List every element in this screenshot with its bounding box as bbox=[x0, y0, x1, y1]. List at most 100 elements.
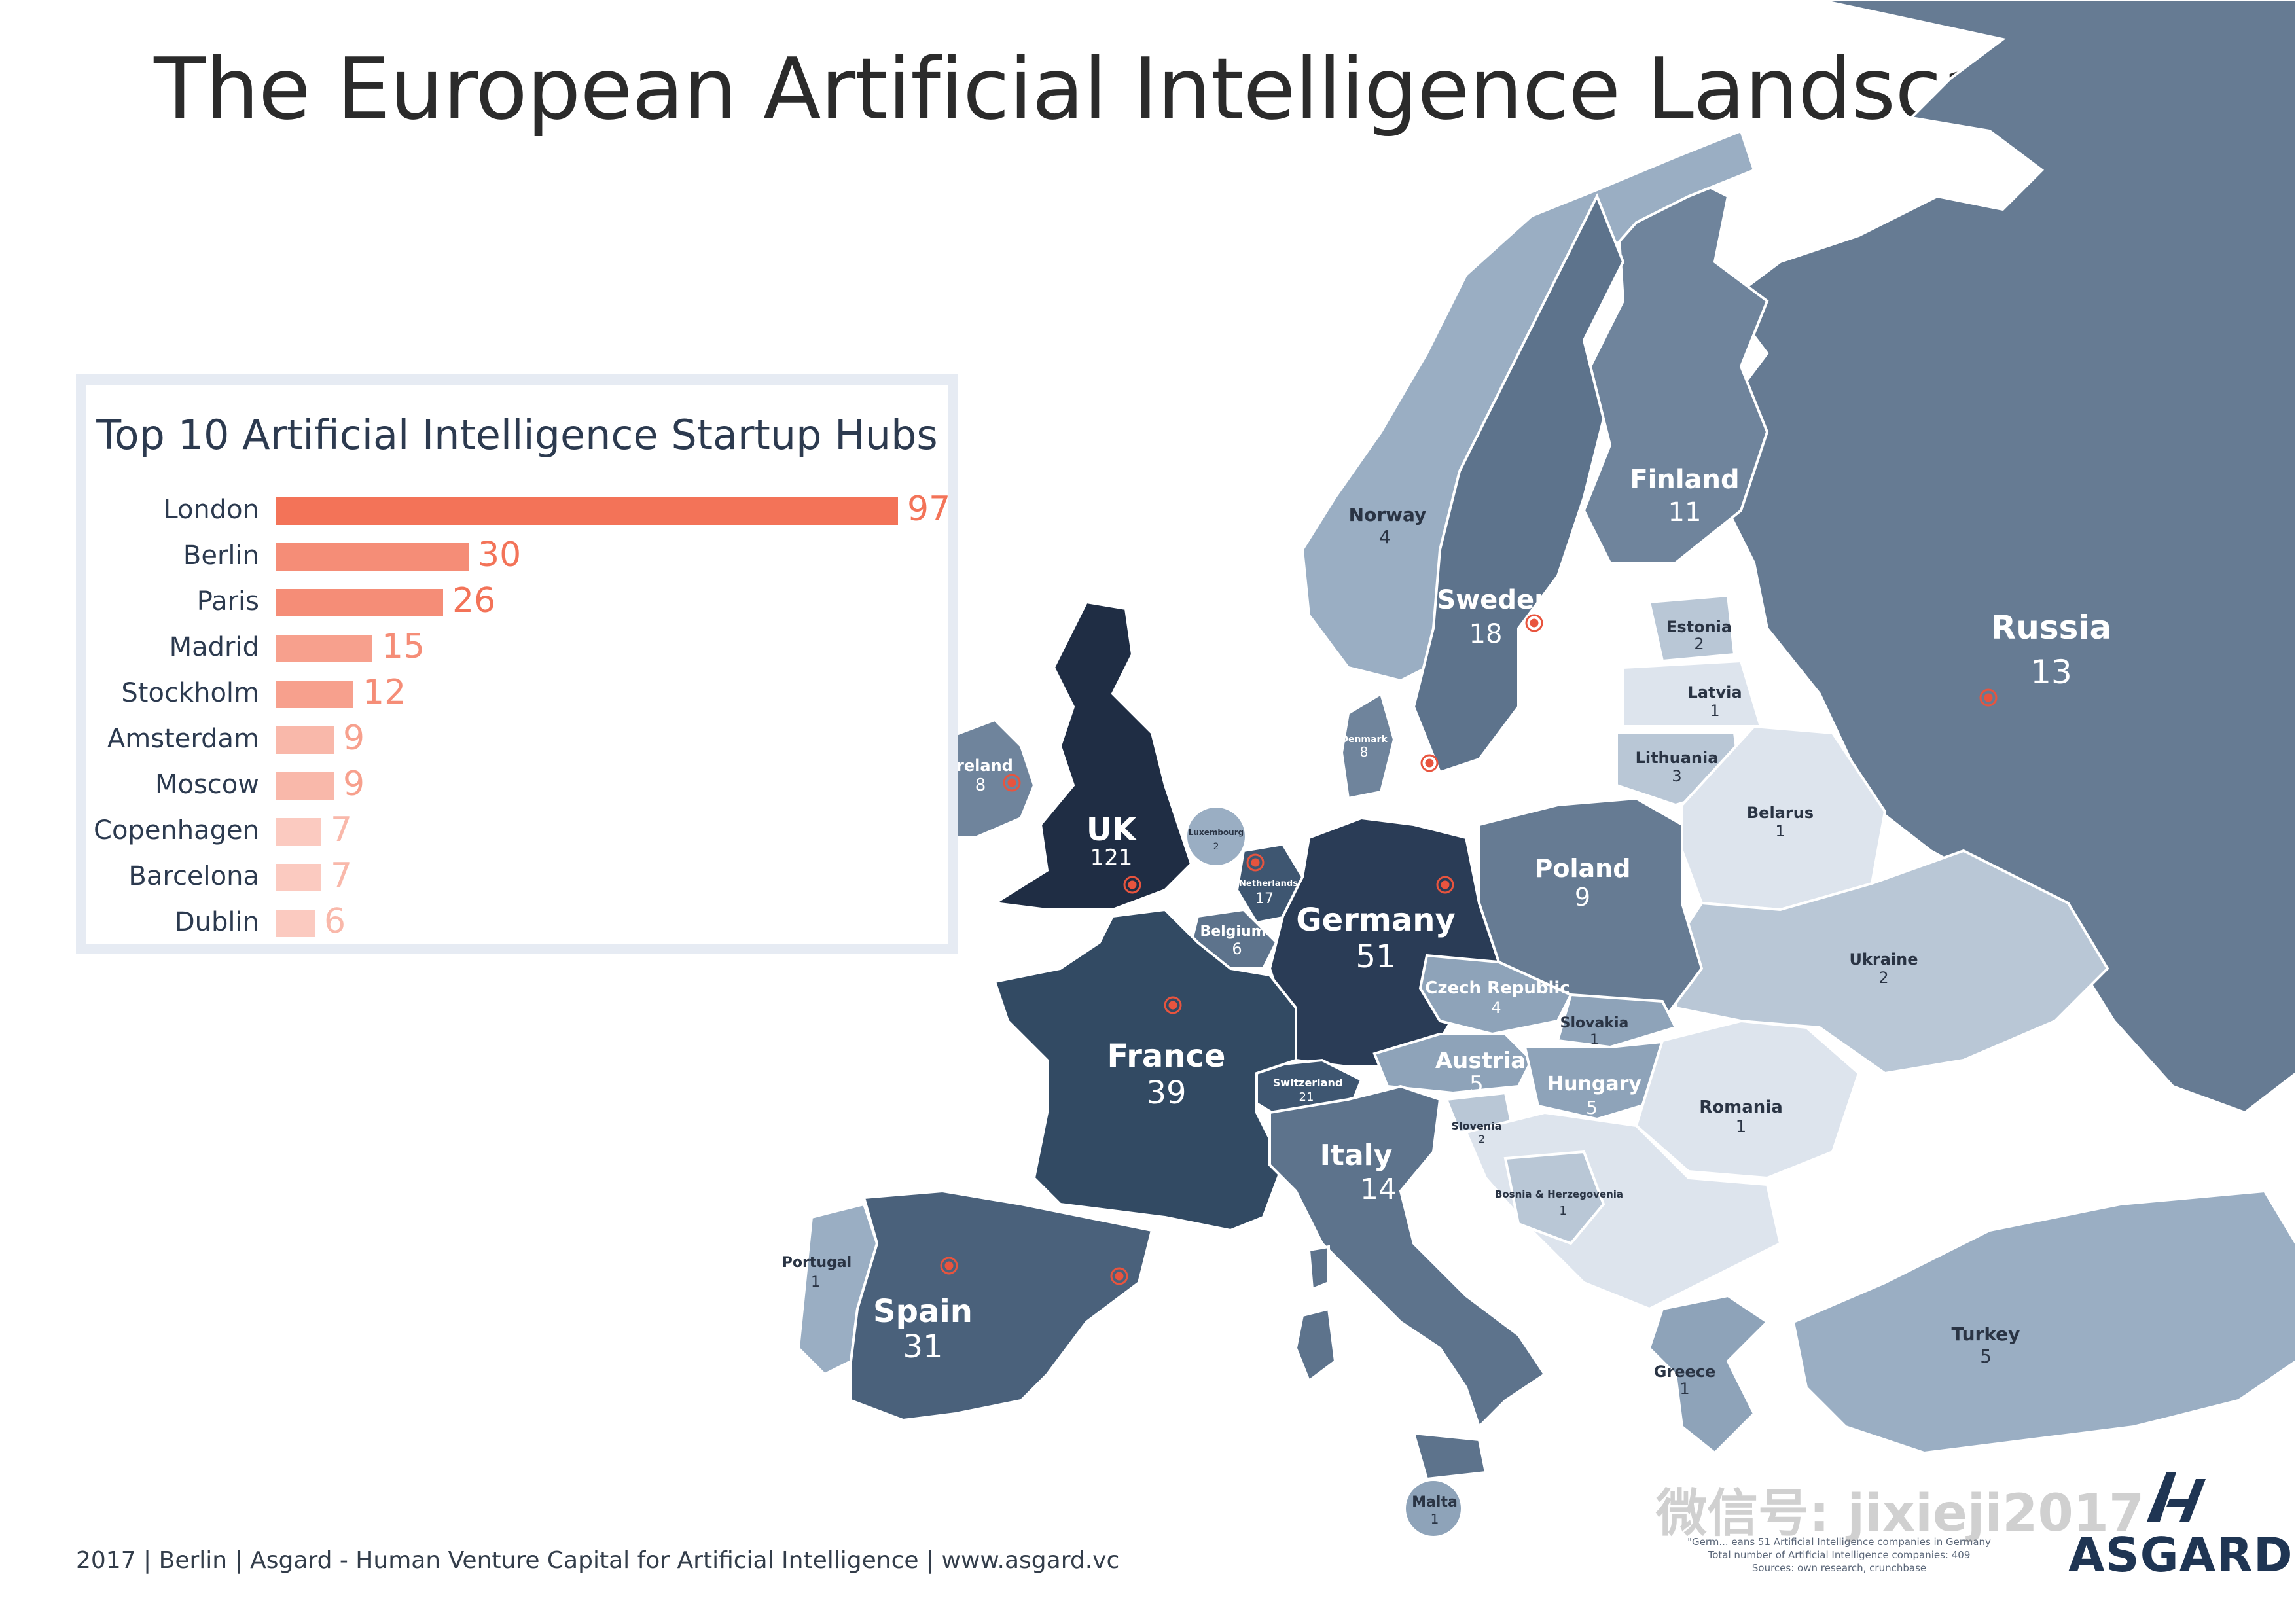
hub-city: Paris bbox=[196, 586, 259, 616]
country-uk[interactable] bbox=[991, 600, 1193, 911]
hub-city: London bbox=[163, 495, 259, 525]
label-luxembourg: Luxembourg bbox=[1189, 828, 1244, 837]
hub-value: 12 bbox=[363, 673, 406, 712]
country-sicily[interactable] bbox=[1412, 1431, 1488, 1481]
hubs-title: Top 10 Artificial Intelligence Startup H… bbox=[96, 411, 938, 459]
hub-bar bbox=[276, 726, 334, 754]
label-italy: Italy bbox=[1320, 1139, 1393, 1172]
value-estonia: 2 bbox=[1694, 635, 1704, 653]
marker-stockholm-icon bbox=[1525, 614, 1543, 632]
country-turkey[interactable] bbox=[1791, 1189, 2296, 1455]
sources-line-1: "Germ... eans 51 Artificial Intelligence… bbox=[1687, 1536, 1991, 1548]
hub-value: 26 bbox=[452, 581, 496, 620]
value-romania: 1 bbox=[1736, 1117, 1747, 1137]
hub-row: London 97 bbox=[86, 490, 950, 535]
value-belarus: 1 bbox=[1775, 822, 1785, 840]
value-lithuania: 3 bbox=[1672, 767, 1681, 785]
label-uk: UK bbox=[1086, 812, 1138, 848]
hub-city: Amsterdam bbox=[107, 724, 259, 754]
hub-row: Moscow 9 bbox=[86, 764, 948, 810]
country-greece[interactable] bbox=[1647, 1294, 1770, 1455]
country-czech[interactable] bbox=[1418, 954, 1573, 1036]
label-portugal: Portugal bbox=[782, 1255, 852, 1271]
country-slovakia[interactable] bbox=[1556, 993, 1677, 1049]
label-spain: Spain bbox=[873, 1293, 973, 1330]
value-slovenia: 2 bbox=[1479, 1133, 1485, 1145]
hub-value: 7 bbox=[331, 810, 353, 849]
label-latvia: Latvia bbox=[1687, 683, 1742, 702]
value-bosnia: 1 bbox=[1559, 1204, 1566, 1218]
value-spain: 31 bbox=[903, 1329, 942, 1365]
country-poland[interactable] bbox=[1478, 796, 1704, 1023]
value-denmark: 8 bbox=[1360, 744, 1369, 760]
country-estonia[interactable] bbox=[1647, 594, 1736, 663]
value-norway: 4 bbox=[1379, 526, 1391, 548]
country-malta[interactable] bbox=[1403, 1478, 1463, 1539]
marker-madrid-icon bbox=[940, 1257, 958, 1275]
hub-bar bbox=[276, 589, 443, 616]
country-denmark[interactable] bbox=[1340, 691, 1396, 800]
value-belgium: 6 bbox=[1232, 940, 1242, 958]
label-malta: Malta bbox=[1412, 1494, 1458, 1510]
marker-moscow-icon bbox=[1979, 688, 1998, 707]
label-ireland: Ireland bbox=[950, 757, 1013, 775]
hub-row: Amsterdam 9 bbox=[86, 719, 948, 764]
hub-value: 7 bbox=[331, 856, 353, 895]
country-sardinia[interactable] bbox=[1294, 1307, 1337, 1383]
value-turkey: 5 bbox=[1980, 1346, 1992, 1367]
value-czech: 4 bbox=[1491, 999, 1501, 1017]
label-finland: Finland bbox=[1630, 465, 1739, 495]
marker-copenhagen-icon bbox=[1420, 754, 1439, 772]
value-sweden: 18 bbox=[1469, 619, 1503, 649]
hub-city: Copenhagen bbox=[94, 815, 259, 846]
value-portugal: 1 bbox=[811, 1274, 820, 1291]
hub-city: Madrid bbox=[169, 632, 259, 662]
label-denmark: Denmark bbox=[1340, 734, 1388, 745]
marker-barcelona-icon bbox=[1110, 1267, 1128, 1285]
sources-note: "Germ... eans 51 Artificial Intelligence… bbox=[1597, 1535, 2081, 1575]
country-corsica[interactable] bbox=[1307, 1245, 1330, 1291]
country-france[interactable] bbox=[993, 908, 1297, 1232]
sources-line-3: Sources: own research, crunchbase bbox=[1751, 1562, 1927, 1574]
label-turkey: Turkey bbox=[1952, 1323, 2020, 1345]
asgard-logo: ASGARD bbox=[2068, 1527, 2293, 1582]
label-norway: Norway bbox=[1349, 504, 1427, 526]
hub-value: 9 bbox=[343, 764, 365, 804]
marker-amsterdam-icon bbox=[1246, 853, 1265, 872]
country-luxembourg[interactable] bbox=[1185, 805, 1247, 868]
country-bosnia[interactable] bbox=[1503, 1150, 1605, 1245]
value-luxembourg: 2 bbox=[1213, 842, 1219, 852]
hub-bar bbox=[276, 864, 321, 891]
label-belarus: Belarus bbox=[1747, 804, 1814, 822]
country-sweden[interactable] bbox=[1412, 193, 1625, 774]
label-netherlands: Netherlands bbox=[1239, 879, 1298, 889]
hub-value: 6 bbox=[324, 902, 346, 941]
country-spain[interactable] bbox=[850, 1189, 1154, 1422]
value-ireland: 8 bbox=[975, 776, 986, 795]
marker-paris-icon bbox=[1164, 996, 1182, 1014]
country-labels: Russia 13 Finland 11 Norway 4 Sweden 18 … bbox=[782, 465, 2111, 1527]
country-ukraine[interactable] bbox=[1674, 849, 2109, 1075]
hub-row: Madrid 15 bbox=[86, 627, 948, 673]
label-russia: Russia bbox=[1991, 609, 2112, 647]
label-romania: Romania bbox=[1699, 1097, 1783, 1117]
hub-row: Stockholm 12 bbox=[86, 673, 948, 719]
hub-city: Barcelona bbox=[128, 861, 259, 891]
value-russia: 13 bbox=[2030, 653, 2072, 691]
page-title: The European Artificial Intelligence Lan… bbox=[154, 39, 2098, 139]
hub-city: Berlin bbox=[183, 541, 259, 571]
label-switzerland: Switzerland bbox=[1273, 1077, 1343, 1089]
label-czech: Czech Republic bbox=[1425, 978, 1570, 998]
label-greece: Greece bbox=[1654, 1363, 1716, 1381]
hub-value: 15 bbox=[382, 627, 425, 666]
hub-city: Dublin bbox=[174, 907, 259, 937]
label-hungary: Hungary bbox=[1547, 1073, 1641, 1096]
hub-bar bbox=[276, 818, 321, 846]
label-ukraine: Ukraine bbox=[1849, 950, 1918, 969]
hub-row: Berlin 30 bbox=[86, 535, 948, 581]
country-romania[interactable] bbox=[1634, 1019, 1861, 1180]
value-slovakia: 1 bbox=[1590, 1032, 1599, 1048]
value-hungary: 5 bbox=[1586, 1097, 1598, 1118]
hub-bar bbox=[276, 910, 315, 937]
